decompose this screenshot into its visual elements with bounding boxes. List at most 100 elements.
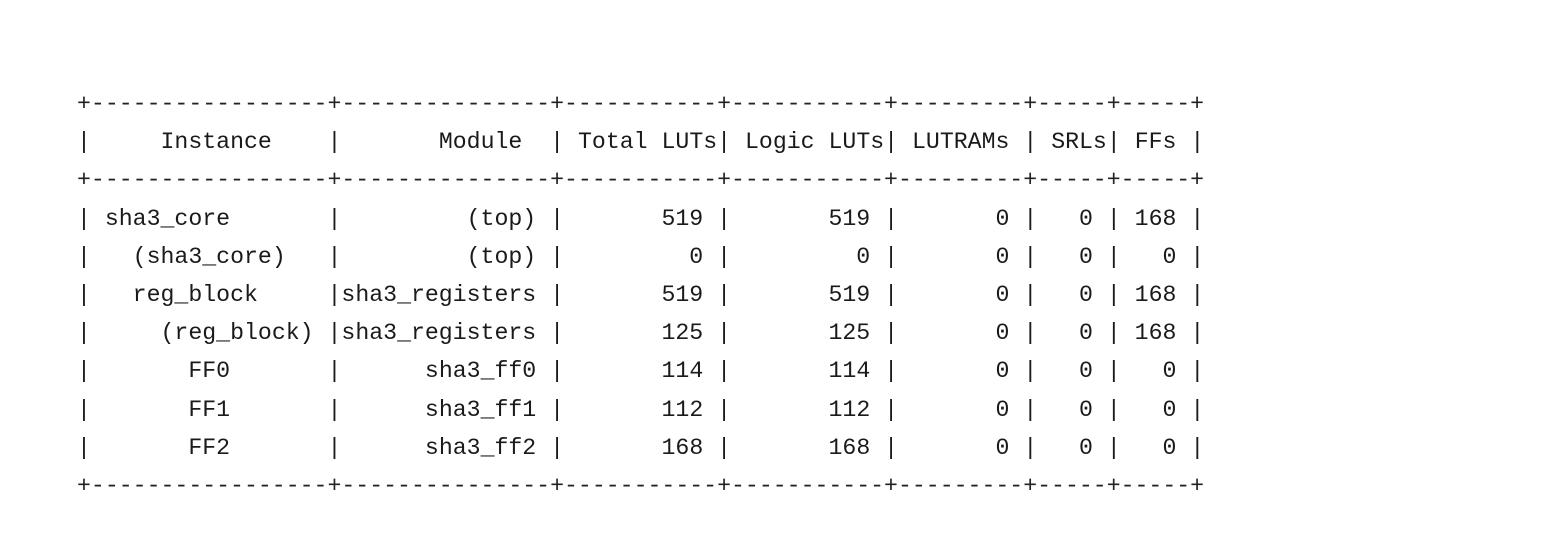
cell-padding — [536, 397, 550, 423]
column-header: Logic LUTs — [745, 129, 885, 156]
cell-padding — [898, 129, 912, 155]
cell-padding — [341, 129, 438, 155]
cell-padding — [1093, 358, 1107, 384]
column-separator: | — [327, 205, 342, 232]
cell-padding — [91, 358, 188, 384]
column-separator: | — [884, 281, 899, 308]
column-separator: | — [1023, 281, 1038, 308]
cell-padding — [1009, 244, 1023, 270]
cell-padding — [522, 129, 550, 155]
column-header: SRLs — [1051, 129, 1107, 156]
table-cell: 0 — [1162, 243, 1177, 270]
column-separator: | — [717, 396, 732, 423]
column-separator: | — [77, 205, 91, 232]
column-separator: | — [1023, 358, 1038, 385]
column-separator: | — [884, 434, 899, 461]
cell-padding — [536, 358, 550, 384]
table-border-top: +-----------------+---------------+-----… — [77, 91, 1205, 117]
column-separator: | — [717, 281, 732, 308]
column-separator: | — [1190, 205, 1205, 232]
cell-padding — [703, 358, 717, 384]
column-separator: | — [1106, 205, 1121, 232]
column-separator: | — [1106, 243, 1121, 270]
column-separator: | — [77, 320, 91, 347]
cell-padding — [703, 435, 717, 461]
cell-padding — [341, 397, 425, 423]
cell-padding — [898, 282, 995, 308]
column-separator: | — [327, 129, 342, 156]
cell-padding — [1009, 320, 1023, 346]
column-separator: | — [550, 320, 565, 347]
table-cell: 519 — [828, 205, 871, 232]
cell-padding — [1176, 397, 1190, 423]
column-separator: | — [717, 129, 732, 156]
column-separator: | — [77, 281, 91, 308]
cell-padding — [1037, 320, 1079, 346]
instance-cell: FF1 — [188, 396, 231, 423]
cell-padding — [1176, 320, 1190, 346]
column-separator: | — [1190, 281, 1205, 308]
column-separator: | — [884, 358, 899, 385]
column-separator: | — [884, 129, 899, 156]
cell-padding — [564, 435, 661, 461]
column-separator: | — [327, 281, 342, 308]
cell-padding — [1121, 244, 1163, 270]
cell-padding — [91, 206, 105, 232]
cell-padding — [703, 397, 717, 423]
cell-padding — [898, 320, 995, 346]
cell-padding — [536, 435, 550, 461]
table-cell: 168 — [828, 434, 871, 461]
cell-padding — [341, 206, 466, 232]
table-cell: 0 — [1079, 358, 1093, 385]
table-cell: 168 — [1134, 320, 1177, 347]
cell-padding — [898, 397, 995, 423]
cell-padding — [1037, 206, 1079, 232]
cell-padding — [1009, 358, 1023, 384]
column-separator: | — [1023, 129, 1038, 156]
cell-padding — [898, 244, 995, 270]
cell-padding — [91, 397, 188, 423]
column-separator: | — [550, 396, 565, 423]
table-header-row: | Instance | Module | Total LUTs| Logic … — [77, 123, 1204, 161]
column-separator: | — [550, 205, 565, 232]
cell-padding — [1037, 244, 1079, 270]
cell-padding — [564, 244, 689, 270]
cell-padding — [230, 206, 327, 232]
cell-padding — [1037, 435, 1079, 461]
column-separator: | — [327, 243, 342, 270]
table-cell: 114 — [828, 358, 871, 385]
column-separator: | — [1106, 320, 1121, 347]
cell-padding — [731, 244, 856, 270]
cell-padding — [1093, 435, 1107, 461]
instance-cell: (reg_block) — [160, 320, 314, 347]
table-cell: 0 — [995, 243, 1010, 270]
column-separator: | — [1106, 396, 1121, 423]
cell-padding — [898, 358, 995, 384]
table-cell: 0 — [995, 358, 1010, 385]
column-header: Module — [438, 129, 523, 156]
cell-padding — [1121, 397, 1163, 423]
column-separator: | — [717, 205, 732, 232]
cell-padding — [731, 358, 828, 384]
table-cell: 125 — [661, 320, 704, 347]
column-separator: | — [327, 320, 342, 347]
cell-padding — [1009, 282, 1023, 308]
cell-padding — [341, 435, 425, 461]
column-separator: | — [77, 129, 91, 156]
column-separator: | — [327, 434, 342, 461]
cell-padding — [1009, 435, 1023, 461]
cell-padding — [91, 320, 161, 346]
table-cell: 0 — [1078, 205, 1093, 232]
table-cell: 112 — [661, 396, 704, 423]
cell-padding — [1121, 206, 1135, 232]
table-cell: 125 — [828, 320, 871, 347]
cell-padding — [341, 358, 425, 384]
column-separator: | — [327, 358, 342, 385]
table-cell: 0 — [1078, 243, 1093, 270]
cell-padding — [703, 320, 717, 346]
table-cell: 114 — [661, 358, 704, 385]
table-row: | FF1 | sha3_ff1 | 112 | 112 | 0 | 0 | 0… — [77, 391, 1204, 429]
cell-padding — [1176, 358, 1190, 384]
cell-padding — [230, 435, 327, 461]
column-separator: | — [1190, 358, 1205, 385]
